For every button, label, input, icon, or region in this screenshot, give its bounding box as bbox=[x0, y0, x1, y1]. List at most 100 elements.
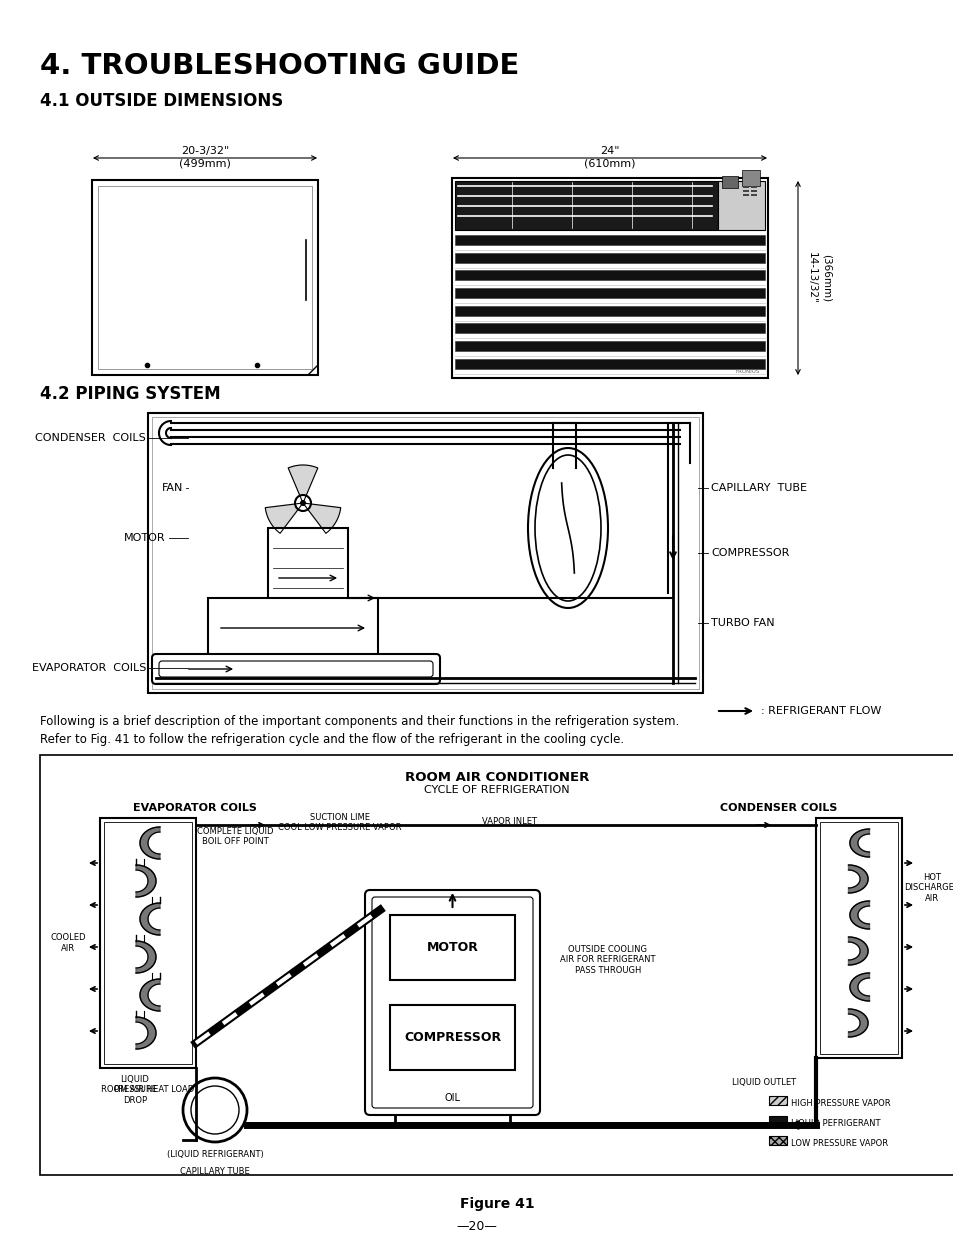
Text: 4. TROUBLESHOOTING GUIDE: 4. TROUBLESHOOTING GUIDE bbox=[40, 52, 518, 80]
Polygon shape bbox=[303, 503, 340, 533]
Bar bbox=[820, 822, 897, 1054]
Text: CONDENSER COILS: CONDENSER COILS bbox=[720, 803, 837, 813]
Bar bbox=[750, 185, 757, 188]
Bar bbox=[452, 178, 767, 378]
Bar bbox=[455, 252, 764, 262]
Text: EVAPORATOR COILS: EVAPORATOR COILS bbox=[132, 803, 256, 813]
Text: 14-13/32": 14-13/32" bbox=[806, 252, 816, 303]
Text: 4.1 OUTSIDE DIMENSIONS: 4.1 OUTSIDE DIMENSIONS bbox=[40, 92, 283, 109]
Text: COOLED
AIR: COOLED AIR bbox=[51, 933, 86, 952]
Bar bbox=[455, 270, 764, 281]
Bar bbox=[750, 194, 757, 196]
Text: OUTSIDE COOLING
AIR FOR REFRIGERANT
PASS THROUGH: OUTSIDE COOLING AIR FOR REFRIGERANT PASS… bbox=[559, 945, 655, 975]
Circle shape bbox=[183, 1078, 247, 1142]
Polygon shape bbox=[136, 1017, 155, 1049]
Bar bbox=[455, 341, 764, 351]
Bar bbox=[455, 306, 764, 316]
Text: HOT
DISCHARGED
AIR: HOT DISCHARGED AIR bbox=[902, 873, 953, 902]
Text: (499mm): (499mm) bbox=[179, 158, 231, 168]
Text: LIQUID PEFRIGERANT: LIQUID PEFRIGERANT bbox=[790, 1119, 880, 1127]
Text: SUCTION LIME
COOL LOW PRESSURE VAPOR: SUCTION LIME COOL LOW PRESSURE VAPOR bbox=[278, 813, 401, 833]
Text: HIGH PRESSURE VAPOR: HIGH PRESSURE VAPOR bbox=[790, 1099, 890, 1108]
Text: FAN: FAN bbox=[161, 484, 183, 493]
Text: COMPLETE LIQUID
BOIL OFF POINT: COMPLETE LIQUID BOIL OFF POINT bbox=[196, 827, 273, 846]
Text: CAPILLARY TUBE: CAPILLARY TUBE bbox=[180, 1167, 250, 1176]
Bar bbox=[40, 755, 953, 1175]
Polygon shape bbox=[140, 979, 160, 1011]
Text: CONDENSER  COILS: CONDENSER COILS bbox=[35, 433, 146, 443]
Text: 20-3/32": 20-3/32" bbox=[181, 145, 229, 157]
Bar bbox=[721, 177, 738, 188]
Bar bbox=[768, 1096, 786, 1105]
Polygon shape bbox=[847, 865, 867, 892]
Bar bbox=[152, 416, 699, 689]
Text: MOTOR: MOTOR bbox=[426, 941, 478, 953]
Bar bbox=[742, 189, 748, 191]
Polygon shape bbox=[288, 465, 317, 503]
Polygon shape bbox=[140, 827, 160, 859]
Bar bbox=[455, 323, 764, 333]
Text: COMPRESSOR: COMPRESSOR bbox=[710, 548, 788, 558]
Bar bbox=[390, 1006, 515, 1070]
Bar bbox=[268, 528, 348, 618]
Text: EVAPORATOR  COILS: EVAPORATOR COILS bbox=[31, 663, 146, 672]
Text: MOTOR: MOTOR bbox=[124, 533, 166, 543]
Bar bbox=[98, 186, 312, 369]
Text: VAPOR INLET: VAPOR INLET bbox=[482, 817, 537, 827]
FancyBboxPatch shape bbox=[152, 654, 439, 684]
Text: LIQUID
PRESSURE
DROP: LIQUID PRESSURE DROP bbox=[112, 1075, 157, 1105]
Bar bbox=[455, 359, 764, 369]
Text: 4.2 PIPING SYSTEM: 4.2 PIPING SYSTEM bbox=[40, 385, 220, 403]
Polygon shape bbox=[849, 901, 868, 929]
Bar bbox=[768, 1136, 786, 1145]
Bar bbox=[104, 822, 192, 1064]
Bar bbox=[91, 180, 317, 375]
Polygon shape bbox=[847, 937, 867, 965]
Text: LIQUID OUTLET: LIQUID OUTLET bbox=[731, 1078, 795, 1086]
Bar bbox=[100, 818, 195, 1068]
Bar bbox=[718, 181, 764, 230]
Bar bbox=[208, 598, 377, 663]
Bar bbox=[390, 915, 515, 979]
Text: (366mm): (366mm) bbox=[821, 254, 831, 302]
Polygon shape bbox=[140, 902, 160, 935]
Text: OIL: OIL bbox=[444, 1093, 460, 1103]
Polygon shape bbox=[136, 865, 155, 897]
Text: COMPRESSOR: COMPRESSOR bbox=[403, 1030, 500, 1044]
Text: FRONIUS: FRONIUS bbox=[735, 369, 760, 374]
Text: (LIQUID REFRIGERANT): (LIQUID REFRIGERANT) bbox=[167, 1150, 263, 1158]
Text: TURBO FAN: TURBO FAN bbox=[710, 618, 774, 628]
Text: LOW PRESSURE VAPOR: LOW PRESSURE VAPOR bbox=[790, 1139, 887, 1149]
Polygon shape bbox=[849, 829, 868, 856]
Text: 24": 24" bbox=[599, 145, 619, 157]
Circle shape bbox=[299, 500, 306, 506]
FancyBboxPatch shape bbox=[365, 890, 539, 1115]
Polygon shape bbox=[847, 1009, 867, 1037]
Text: CAPILLARY  TUBE: CAPILLARY TUBE bbox=[710, 484, 806, 493]
Polygon shape bbox=[849, 973, 868, 1001]
Bar bbox=[742, 185, 748, 188]
Bar bbox=[455, 288, 764, 298]
Bar bbox=[742, 194, 748, 196]
Bar bbox=[768, 1136, 786, 1145]
Bar bbox=[768, 1116, 786, 1125]
Polygon shape bbox=[136, 941, 155, 973]
Bar bbox=[815, 818, 901, 1058]
Text: : REFRIGERANT FLOW: : REFRIGERANT FLOW bbox=[760, 706, 881, 716]
Text: —20—: —20— bbox=[456, 1219, 497, 1233]
Bar bbox=[455, 235, 764, 245]
Text: Refer to Fig. 41 to follow the refrigeration cycle and the flow of the refrigera: Refer to Fig. 41 to follow the refrigera… bbox=[40, 733, 623, 746]
Circle shape bbox=[294, 495, 311, 511]
Text: ROOM AIR HEAT LOAD: ROOM AIR HEAT LOAD bbox=[101, 1085, 194, 1094]
Text: Figure 41: Figure 41 bbox=[459, 1197, 534, 1211]
Bar bbox=[455, 181, 718, 230]
Text: Following is a brief description of the important components and their functions: Following is a brief description of the … bbox=[40, 715, 679, 728]
Text: (610mm): (610mm) bbox=[583, 158, 635, 168]
Text: CYCLE OF REFRIGERATION: CYCLE OF REFRIGERATION bbox=[424, 786, 569, 796]
Bar bbox=[148, 413, 702, 694]
Bar bbox=[768, 1096, 786, 1105]
Bar bbox=[741, 170, 760, 186]
Text: ROOM AIR CONDITIONER: ROOM AIR CONDITIONER bbox=[404, 771, 589, 784]
Polygon shape bbox=[265, 503, 303, 533]
Bar bbox=[750, 189, 757, 191]
